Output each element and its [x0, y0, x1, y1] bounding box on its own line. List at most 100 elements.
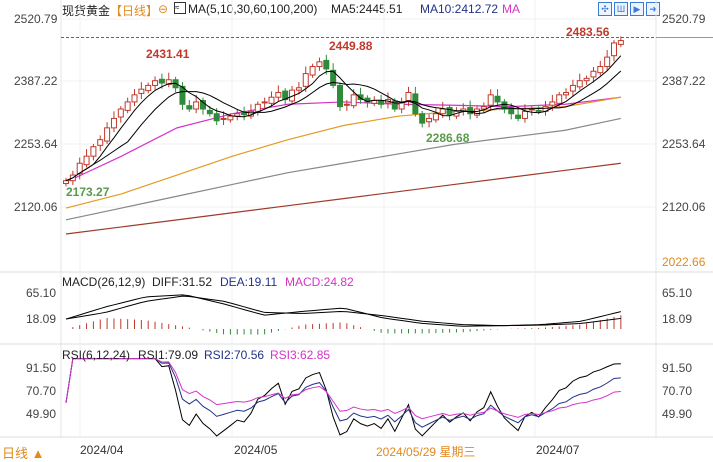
- candle-body: [569, 84, 576, 92]
- period-toggle[interactable]: 日线 ▲: [2, 446, 45, 461]
- ma-line-ma100: [65, 117, 621, 221]
- ma5-value: MA5:2445.51: [331, 2, 403, 16]
- price-tick: 2520.79: [14, 12, 58, 26]
- macd-dea-line: [65, 295, 621, 327]
- ma-line-ma60: [65, 96, 621, 209]
- rsi-tick: 49.90: [26, 407, 57, 421]
- candle-body: [193, 101, 200, 110]
- candle-body: [357, 94, 364, 101]
- candle-body: [213, 113, 220, 122]
- candle-body: [617, 40, 624, 45]
- crosshair-icon[interactable]: ✣: [598, 2, 612, 16]
- date-label: 2024/07: [536, 443, 580, 457]
- rsi2-value: RSI2:70.56: [204, 348, 265, 362]
- candle-body: [480, 106, 487, 110]
- price-tick: 2120.06: [14, 200, 58, 214]
- candle-body: [378, 100, 385, 105]
- ma-more[interactable]: MA: [502, 2, 520, 16]
- candle-body: [535, 109, 542, 112]
- rsi-name: RSI(6,12,24): [62, 348, 131, 362]
- candle-body: [576, 80, 583, 88]
- low-annotation: 2286.68: [426, 131, 470, 145]
- candle-body: [309, 66, 316, 76]
- price-tick-right: 2120.06: [662, 200, 706, 214]
- ma5-line: [65, 55, 622, 182]
- candle-body: [220, 117, 227, 120]
- macd-diff: DIFF:31.52: [152, 275, 213, 289]
- ma10-line: [65, 70, 622, 182]
- rsi3-value: RSI3:62.85: [270, 348, 331, 362]
- candle-body: [206, 109, 213, 115]
- high-annotation: 2483.56: [566, 25, 610, 39]
- candle-body: [446, 107, 453, 116]
- chart-type-icon[interactable]: Ш: [614, 2, 628, 16]
- macd-diff-line: [65, 294, 621, 327]
- candle-body: [487, 94, 494, 106]
- candle-body: [268, 96, 275, 104]
- candle-body: [76, 162, 83, 175]
- high-annotation: 2431.41: [146, 47, 190, 61]
- price-tick-right: 2253.64: [662, 137, 706, 151]
- candle-body: [234, 113, 241, 117]
- candle-body: [583, 77, 590, 82]
- macd-name: MACD(26,12,9): [62, 275, 146, 289]
- candle-body: [63, 180, 69, 185]
- candle-body: [597, 66, 604, 74]
- rsi2-line: [65, 358, 621, 428]
- candle-body: [165, 79, 172, 85]
- candle-body: [138, 88, 145, 94]
- macd-dea: DEA:19.11: [220, 275, 278, 289]
- candle-body: [261, 101, 268, 104]
- candle-body: [439, 108, 446, 115]
- candle-body: [337, 84, 343, 108]
- candle-body: [556, 94, 563, 104]
- macd-value: MACD:24.82: [285, 275, 354, 289]
- ma-params: MA(5,10,30,60,100,200): [188, 2, 318, 16]
- candle-body: [563, 91, 570, 96]
- candle-body: [604, 56, 611, 68]
- rsi1-line: [65, 358, 621, 437]
- candle-body: [549, 101, 556, 106]
- candle-body: [179, 85, 186, 105]
- candle-body: [611, 42, 617, 57]
- candle-body: [343, 103, 350, 106]
- candle-body: [590, 70, 597, 78]
- rsi-tick-right: 91.50: [662, 361, 693, 375]
- candle-body: [90, 146, 97, 157]
- indicator-icon[interactable]: ≈: [174, 2, 186, 14]
- candle-body: [83, 155, 90, 166]
- macd-tick-right: 65.10: [662, 286, 693, 300]
- rsi-tick: 91.50: [26, 361, 57, 375]
- candle-body: [515, 114, 522, 119]
- candle-body: [97, 139, 104, 146]
- candle-body: [227, 115, 234, 121]
- candle-body: [131, 94, 138, 103]
- date-label: 2024/04: [80, 443, 124, 457]
- lock-icon[interactable]: ⊖: [158, 2, 169, 16]
- candle-body: [316, 61, 323, 68]
- candle-body: [508, 107, 515, 115]
- period-label[interactable]: 【日线】: [110, 4, 159, 18]
- cursor-date-label: 2024/05/29 星期三: [376, 445, 476, 459]
- candle-body: [405, 91, 412, 102]
- ma10-value: MA10:2412.72: [420, 2, 499, 16]
- date-label: 2024/05: [234, 443, 278, 457]
- price-tick: 2253.64: [14, 137, 58, 151]
- candle-body: [494, 95, 501, 103]
- rsi3-line: [65, 358, 621, 420]
- candle-body: [158, 78, 165, 84]
- candle-body: [124, 101, 131, 111]
- candle-body: [350, 94, 357, 107]
- play-icon[interactable]: ▶: [630, 2, 644, 16]
- candle-body: [432, 113, 439, 121]
- candle-body: [254, 103, 261, 112]
- candle-body: [295, 87, 302, 91]
- candle-body: [521, 110, 528, 119]
- rsi-tick-right: 49.90: [662, 407, 693, 421]
- candle-body: [330, 69, 337, 86]
- candle-body: [467, 107, 474, 115]
- candle-body: [501, 101, 508, 110]
- candle-body: [275, 91, 282, 98]
- low-annotation: 2173.27: [66, 185, 110, 199]
